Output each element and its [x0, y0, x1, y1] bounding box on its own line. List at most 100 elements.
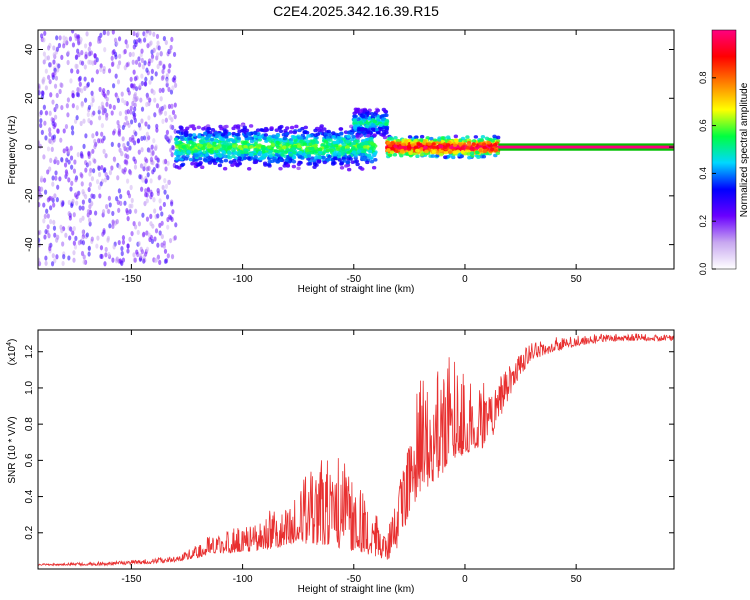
spectrogram-cell — [66, 59, 70, 66]
spectrogram-cell — [217, 163, 223, 168]
spectrogram-cell — [351, 141, 356, 146]
spectrogram-cell — [365, 121, 371, 126]
spectrogram-cell — [165, 135, 170, 141]
spectrogram-cell — [53, 232, 57, 238]
spectrogram-cell — [327, 154, 332, 159]
spectrogram-cell — [388, 153, 393, 157]
spectrogram-cell — [71, 42, 76, 48]
spectrogram-cell — [144, 76, 148, 82]
spectrogram-cell — [48, 131, 52, 137]
spectrogram-cell — [223, 154, 228, 159]
spectrogram-cell — [69, 78, 73, 84]
spectrogram-cell — [344, 164, 349, 168]
spectrogram-cell — [227, 146, 232, 150]
spectrogram-cell — [81, 199, 85, 205]
spectrogram-cell — [142, 37, 147, 43]
spectrogram-cell — [351, 150, 357, 154]
spectrogram-cell — [105, 96, 109, 102]
colorbar-tick-label: 0.8 — [698, 72, 708, 85]
spectrogram-cell — [57, 42, 62, 49]
spectrogram-cell — [262, 136, 267, 141]
spectrogram-cell — [356, 127, 362, 132]
spectrogram-cell — [298, 136, 304, 140]
spectrogram-cell — [170, 152, 174, 158]
spectrogram-cell — [51, 181, 55, 187]
spectrogram-cell — [84, 133, 88, 139]
spectrogram-cell — [294, 124, 299, 129]
spectrogram-cell — [277, 125, 283, 130]
spectrogram-cell — [365, 130, 370, 134]
spectrogram-cell — [438, 144, 443, 149]
spectrogram-cell — [237, 156, 242, 160]
spectrogram-cell — [330, 162, 336, 166]
spectrogram-cell — [495, 151, 501, 156]
snr-multiplier: (x104) — [6, 339, 18, 366]
spectrogram-cell — [162, 201, 166, 208]
spectrogram-cell — [161, 87, 165, 93]
snr-xtick-label: 50 — [571, 574, 583, 585]
spectrogram-cell — [346, 130, 352, 135]
spectrogram-cell — [148, 147, 152, 153]
spectrogram-cell — [155, 127, 159, 133]
spectrogram-cell — [471, 142, 476, 146]
spectrogram-cell — [47, 74, 51, 80]
spectrogram-cell — [395, 141, 400, 146]
spectrogram-cell — [135, 249, 139, 255]
spectrogram-ticks: -150 -100 -50 0 50 -40 -20 0 20 40 — [24, 30, 674, 285]
snr-ytick-label: 0.2 — [24, 525, 35, 539]
spectrogram-cell — [163, 104, 167, 110]
spectrogram-cell — [56, 234, 60, 240]
spectrogram-cell — [236, 136, 241, 140]
spectrogram-cell — [253, 160, 259, 164]
spectrogram-cell — [399, 150, 405, 154]
spectrogram-cell — [259, 156, 264, 161]
spectrogram-cell — [443, 155, 448, 160]
spectrogram-cell — [133, 76, 138, 82]
spectrogram-cell — [479, 138, 484, 142]
spectrogram-cell — [49, 92, 53, 98]
spectrogram-cell — [104, 246, 108, 253]
spectrogram-cell — [120, 260, 124, 267]
spectrogram-cell — [95, 57, 99, 63]
spectrogram-cell — [117, 239, 121, 246]
spectrogram-cell — [415, 148, 420, 153]
colorbar-tick-label: 0.0 — [698, 263, 708, 276]
spectrogram-cell — [360, 114, 366, 119]
spectrogram-cell — [398, 145, 403, 150]
snr-xtick-label: 0 — [462, 574, 468, 585]
spectrogram-cell — [130, 197, 134, 204]
spectrogram-cell — [408, 151, 413, 156]
spectrogram-cell — [139, 97, 143, 103]
spectrogram-cell — [99, 32, 103, 38]
spectrogram-cell — [72, 257, 76, 263]
spectrogram-cell — [145, 67, 149, 73]
spectrogram-cell — [165, 78, 169, 84]
spectrogram-cell — [42, 51, 46, 57]
spectrogram-cell — [38, 257, 41, 263]
spectrogram-cell — [110, 110, 114, 116]
spectrogram-cell — [240, 153, 245, 158]
spectrogram-cell — [72, 168, 77, 174]
spectrogram-cell — [174, 140, 179, 145]
spectrogram-cell — [246, 166, 252, 171]
spectrogram-cell — [150, 238, 155, 245]
spectrogram-cell — [124, 115, 128, 121]
spectrogram-cell — [42, 59, 46, 65]
spectrogram-cell — [112, 130, 116, 136]
spectrogram-cell — [156, 242, 160, 248]
spectrogram-cell — [151, 223, 155, 229]
colorbar-label: Normalized spectral amplitude — [739, 82, 750, 217]
spectrogram-cell — [71, 230, 75, 236]
spectrogram-cell — [283, 128, 288, 133]
chart-title: C2E4.2025.342.16.39.R15 — [273, 3, 439, 19]
spectrogram-cell — [151, 149, 155, 155]
spectrogram-cell — [50, 261, 55, 267]
spectrogram-cell — [39, 118, 43, 124]
spectrogram-cell — [358, 120, 363, 125]
spectrogram-cell — [140, 48, 144, 54]
snr-frame — [37, 329, 675, 570]
spectrogram-cell — [164, 117, 168, 123]
spectrogram-cell — [337, 152, 342, 156]
spectrogram-cell — [152, 90, 156, 96]
spectrogram-cell — [89, 50, 93, 56]
